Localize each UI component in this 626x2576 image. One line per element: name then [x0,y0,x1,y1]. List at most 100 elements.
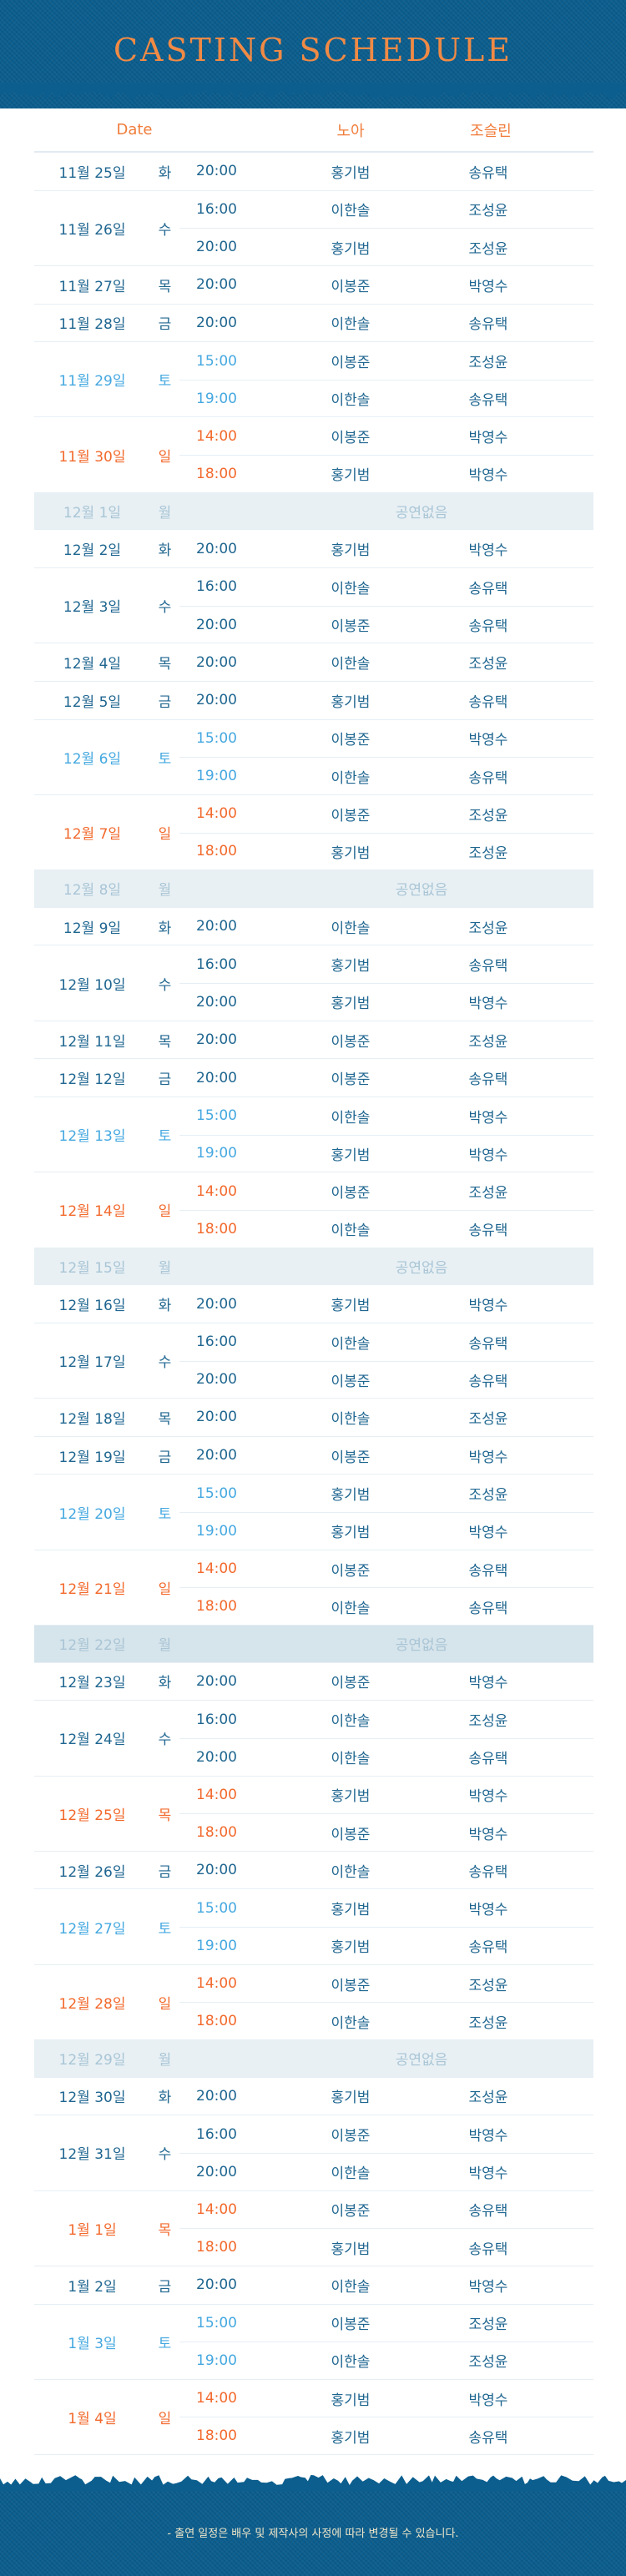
show-time: 14:00 [196,805,237,823]
josurin-cast: 조성윤 [468,807,508,824]
date-cell: 12월 12일 [58,1071,126,1089]
weekday-cell: 화 [158,1298,172,1315]
josurin-cast: 박영수 [468,1675,508,1692]
show-row: 14:00 이봉준 조성윤 [179,795,593,833]
josurin-cast: 박영수 [468,542,508,560]
date-row: 12월 26일 금 20:00 이한솔 송유택 [34,1852,593,1890]
date-row: 12월 27일 토 15:00 홍기범 박영수 19:00 홍기범 송유택 [34,1889,593,1965]
date-row: 12월 3일 수 16:00 이한솔 송유택 20:00 이봉준 송유택 [34,568,593,644]
noa-cast: 홍기범 [331,844,371,862]
show-row: 20:00 홍기범 박영수 [179,530,593,567]
show-time: 20:00 [196,163,237,180]
josurin-cast: 조성윤 [468,2316,508,2334]
show-time: 16:00 [196,955,237,973]
show-row: 18:00 홍기범 송유택 [179,2228,593,2266]
noa-cast: 홍기범 [331,240,371,258]
noa-cast: 홍기범 [331,1939,371,1957]
date-cell: 11월 27일 [58,278,126,295]
show-row: 18:00 홍기범 송유택 [179,2417,593,2454]
josurin-cast: 박영수 [468,732,508,749]
date-cell: 12월 5일 [63,693,122,711]
show-time: 18:00 [196,1598,237,1616]
show-time: 19:00 [196,1522,237,1540]
show-row: 16:00 이봉준 박영수 [179,2115,593,2153]
show-row: 20:00 홍기범 박영수 [179,1285,593,1323]
josurin-cast: 박영수 [468,278,508,295]
date-cell: 11월 30일 [58,448,126,466]
show-row: 20:00 이한솔 조성윤 [179,1399,593,1436]
noa-cast: 이봉준 [331,1185,371,1202]
show-row: 15:00 이한솔 박영수 [179,1097,593,1135]
show-row: 20:00 이봉준 박영수 [179,1437,593,1475]
josurin-cast: 박영수 [468,1826,508,1843]
weekday-cell: 화 [158,1675,172,1692]
show-row: 16:00 이한솔 조성윤 [179,1701,593,1738]
noa-cast: 이한솔 [331,1863,371,1881]
header-date: Date [116,121,153,139]
josurin-cast: 박영수 [468,430,508,447]
weekday-cell: 수 [158,1354,172,1371]
show-row: 19:00 홍기범 박영수 [179,1512,593,1550]
date-row: 12월 10일 수 16:00 홍기범 송유택 20:00 홍기범 박영수 [34,945,593,1021]
noa-cast: 홍기범 [331,542,371,560]
date-row: 11월 25일 화 20:00 홍기범 송유택 [34,153,593,191]
show-time: 20:00 [196,1672,237,1690]
weekday-cell: 일 [158,826,172,844]
noa-cast: 이한솔 [331,580,371,597]
show-time: 14:00 [196,1560,237,1578]
josurin-cast: 조성윤 [468,203,508,220]
noa-cast: 홍기범 [331,467,371,485]
noa-cast: 이봉준 [331,732,371,749]
date-cell: 1월 1일 [68,2221,117,2239]
noa-cast: 이봉준 [331,2128,371,2145]
show-time: 20:00 [196,540,237,557]
josurin-cast: 송유택 [468,1939,508,1957]
date-row: 12월 20일 토 15:00 홍기범 조성윤 19:00 홍기범 박영수 [34,1475,593,1550]
show-row: 14:00 이봉준 송유택 [179,2191,593,2229]
show-row: 15:00 홍기범 조성윤 [179,1475,593,1512]
casting-schedule-table: Date 노아 조슬린 11월 25일 화 20:00 홍기범 송유택 11월 26일 수 1… [34,108,593,2456]
noa-cast: 이한솔 [331,1109,371,1127]
show-time: 20:00 [196,1069,237,1086]
show-time: 20:00 [196,239,237,256]
noa-cast: 이봉준 [331,1562,371,1580]
noa-cast: 홍기범 [331,1147,371,1164]
show-time: 20:00 [196,276,237,294]
show-row: 14:00 홍기범 박영수 [179,1777,593,1814]
show-time: 20:00 [196,2087,237,2105]
show-row: 15:00 홍기범 박영수 [179,1889,593,1927]
date-row: 11월 28일 금 20:00 이한솔 송유택 [34,305,593,343]
show-row: 19:00 이한솔 송유택 [179,379,593,417]
table-header: Date 노아 조슬린 [34,108,593,153]
weekday-cell: 수 [158,599,172,617]
josurin-cast: 송유택 [468,769,508,787]
no-show-label: 공연없음 [395,505,448,522]
date-cell: 12월 16일 [58,1298,126,1315]
weekday-cell: 토 [158,1920,172,1938]
date-cell: 12월 17일 [58,1354,126,1371]
show-row: 20:00 이한솔 박영수 [179,2266,593,2304]
weekday-cell: 토 [158,1128,172,1146]
header-noa: 노아 [336,122,365,140]
weekday-cell: 금 [158,693,172,711]
schedule-rows: 11월 25일 화 20:00 홍기범 송유택 11월 26일 수 16:00 이한솔 조성윤 20… [34,153,593,2456]
noa-cast: 이한솔 [331,1335,371,1353]
josurin-cast: 박영수 [468,467,508,485]
show-row: 14:00 이봉준 조성윤 [179,1172,593,1210]
no-show-row: 12월 29일 월 공연없음 [34,2040,593,2078]
noa-cast: 이한솔 [331,392,371,410]
show-row: 20:00 홍기범 송유택 [179,682,593,719]
noa-cast: 이봉준 [331,618,371,635]
josurin-cast: 송유택 [468,316,508,334]
josurin-cast: 조성윤 [468,1410,508,1428]
noa-cast: 홍기범 [331,996,371,1013]
show-time: 20:00 [196,918,237,935]
noa-cast: 홍기범 [331,1525,371,1542]
date-cell: 12월 19일 [58,1449,126,1466]
date-cell: 12월 26일 [58,1863,126,1881]
show-time: 18:00 [196,465,237,482]
date-row: 1월 2일 금 20:00 이한솔 박영수 [34,2266,593,2305]
show-row: 16:00 이한솔 조성윤 [179,191,593,229]
weekday-cell: 금 [158,1449,172,1466]
date-cell: 11월 28일 [58,316,126,334]
